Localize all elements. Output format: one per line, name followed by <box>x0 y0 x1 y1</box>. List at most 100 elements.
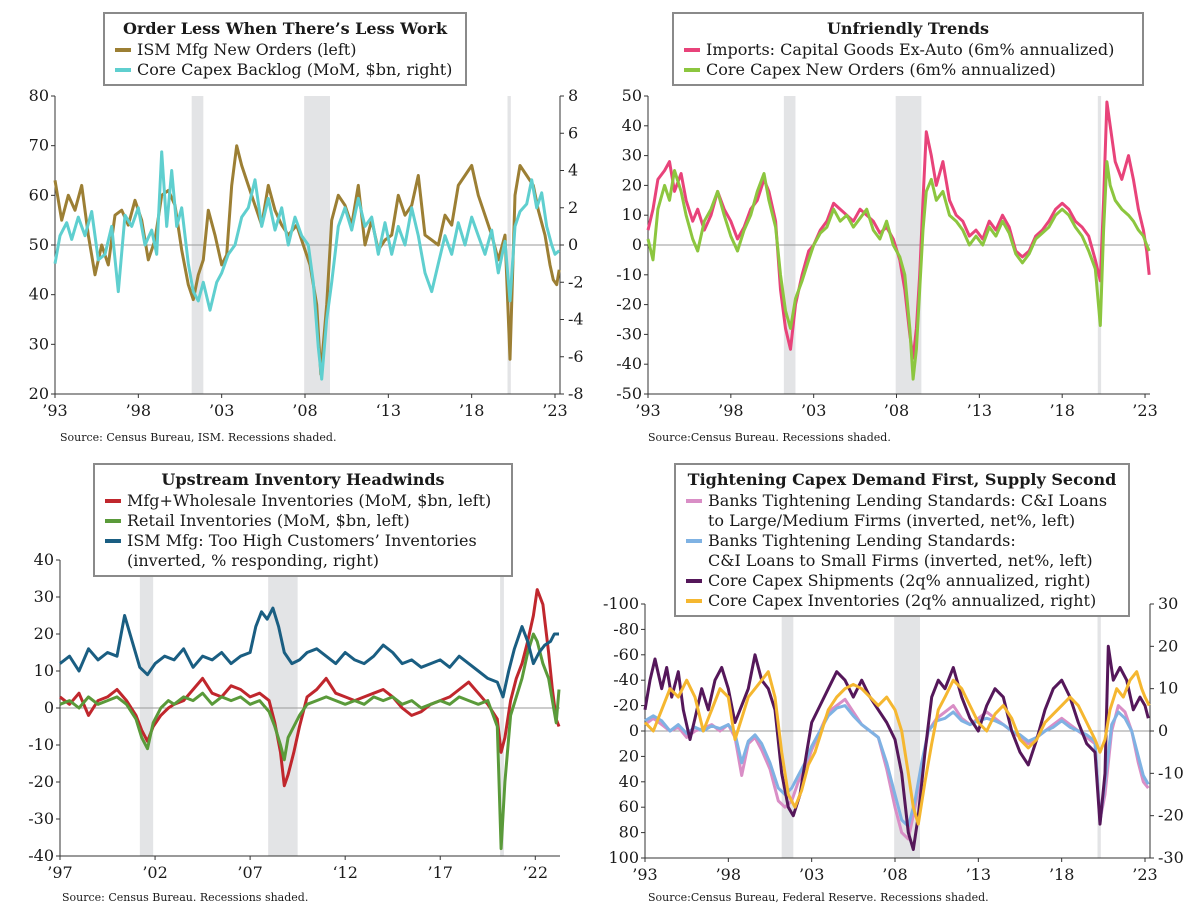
x-tick-label: ’98 <box>126 401 151 420</box>
y-tick-label-left: -20 <box>613 696 639 715</box>
x-tick-label: ’98 <box>718 401 743 420</box>
y-tick-label-left: -60 <box>613 645 639 664</box>
y-tick-label-left: 60 <box>29 185 49 204</box>
y-tick-label-left: 70 <box>29 136 49 155</box>
y-tick-label-left: 0 <box>632 235 642 254</box>
legend-label: ISM Mfg: Too High Customers’ Inventories… <box>127 531 477 570</box>
x-tick-label: ’23 <box>1132 401 1157 420</box>
y-tick-label-left: -10 <box>616 265 642 284</box>
y-tick-label-right: 8 <box>568 86 578 105</box>
chart-title: Unfriendly Trends <box>826 19 990 38</box>
chart-panel-2: -50 -40 -30 -20 -10 0 10 20 30 40 50 ’93 ’98 ’03 ’08 ’1… <box>616 86 1158 420</box>
y-tick-label-right: 2 <box>568 198 578 217</box>
y-tick-label-left: -30 <box>28 809 54 828</box>
legend-label: Core Capex Backlog (MoM, $bn, right) <box>137 60 453 79</box>
legend-label: Core Capex Shipments (2q% annualized, ri… <box>708 571 1091 590</box>
x-tick-label: ’17 <box>428 863 453 882</box>
legend-swatch <box>686 579 702 583</box>
legend-order-less: Order Less When There’s Less Work ISM Mf… <box>103 12 467 86</box>
legend-swatch <box>686 539 702 543</box>
legend-unfriendly-trends: Unfriendly Trends Imports: Capital Goods… <box>672 12 1144 86</box>
legend-item-mfg-wholesale: Mfg+Wholesale Inventories (MoM, $bn, lef… <box>105 491 501 511</box>
y-tick-label-right: 6 <box>568 123 578 142</box>
x-tick-label: ’18 <box>1049 401 1074 420</box>
series-line <box>646 160 1151 381</box>
legend-swatch <box>684 68 700 72</box>
x-tick-label: ’18 <box>1049 865 1074 884</box>
legend-label: Banks Tightening Lending Standards: C&I … <box>708 491 1108 530</box>
y-tick-label-left: 40 <box>619 772 639 791</box>
y-tick-label-left: 30 <box>34 587 54 606</box>
x-tick-label: ’18 <box>459 401 484 420</box>
y-tick-label-right: -10 <box>1158 763 1184 782</box>
legend-swatch <box>686 599 702 603</box>
y-tick-label-left: 100 <box>608 848 639 867</box>
chart-title: Tightening Capex Demand First, Supply Se… <box>687 470 1117 489</box>
legend-item-ism-customers-inventories: ISM Mfg: Too High Customers’ Inventories… <box>105 531 501 571</box>
legend-item-capex-inventories: Core Capex Inventories (2q% annualized, … <box>686 591 1118 611</box>
legend-label: Core Capex New Orders (6m% annualized) <box>706 60 1056 79</box>
legend-upstream-inventory: Upstream Inventory Headwinds Mfg+Wholesa… <box>93 463 513 577</box>
x-tick-label: ’03 <box>801 401 826 420</box>
legend-swatch <box>105 519 121 523</box>
legend-label: Retail Inventories (MoM, $bn, left) <box>127 511 410 530</box>
chart-panel-3: -40 -30 -20 -10 0 10 20 30 40 ’97 ’02 ’07 ‘12 ’17 ’22 <box>28 550 561 882</box>
y-tick-label-left: 0 <box>44 698 54 717</box>
x-tick-label: ’97 <box>47 863 72 882</box>
legend-item-retail-inventories: Retail Inventories (MoM, $bn, left) <box>105 511 501 531</box>
y-tick-label-left: 20 <box>622 175 642 194</box>
y-tick-label-left: 20 <box>34 624 54 643</box>
legend-item-large-medium-firms: Banks Tightening Lending Standards: C&I … <box>686 491 1118 531</box>
y-tick-label-left: 10 <box>622 205 642 224</box>
y-tick-label-left: 30 <box>29 334 49 353</box>
y-tick-label-left: -80 <box>613 619 639 638</box>
chart-panel-1: 20 30 40 50 60 70 80 -8 -6 -4 -2 0 2 4 6 8 ’93 ’98 ’03 ’08 ‘… <box>29 86 584 420</box>
y-tick-label-right: -4 <box>568 310 584 329</box>
series-line <box>59 632 561 851</box>
x-tick-label: ‘13 <box>376 401 401 420</box>
y-tick-label-right: -30 <box>1158 848 1184 867</box>
y-tick-label-left: 80 <box>619 823 639 842</box>
y-tick-label-left: 10 <box>34 661 54 680</box>
y-tick-label-left: 60 <box>619 797 639 816</box>
y-tick-label-left: -10 <box>28 735 54 754</box>
y-tick-label-left: -20 <box>616 295 642 314</box>
y-tick-label-left: 50 <box>29 235 49 254</box>
y-tick-label-left: 40 <box>622 116 642 135</box>
x-tick-label: ’03 <box>799 865 824 884</box>
y-tick-label-right: 4 <box>568 161 578 180</box>
y-tick-label-left: -40 <box>28 846 54 865</box>
series-line <box>59 606 559 699</box>
series-line <box>643 644 1150 851</box>
legend-item-capex-new-orders: Core Capex New Orders (6m% annualized) <box>684 60 1132 80</box>
legend-swatch <box>686 499 702 503</box>
y-tick-label-left: -40 <box>616 354 642 373</box>
x-tick-label: ’93 <box>42 401 67 420</box>
y-tick-label-left: 50 <box>622 86 642 105</box>
x-tick-label: ’08 <box>882 865 907 884</box>
y-tick-label-left: 30 <box>622 146 642 165</box>
legend-swatch <box>105 499 121 503</box>
y-tick-label-left: 20 <box>619 746 639 765</box>
y-tick-label-left: -40 <box>613 670 639 689</box>
series-line <box>53 150 561 381</box>
x-tick-label: ‘12 <box>332 863 357 882</box>
y-tick-label-left: 40 <box>34 550 54 569</box>
legend-label: Mfg+Wholesale Inventories (MoM, $bn, lef… <box>127 491 492 510</box>
x-tick-label: ’93 <box>635 401 660 420</box>
legend-item-ism-new-orders: ISM Mfg New Orders (left) <box>115 40 455 60</box>
y-tick-label-left: -50 <box>616 384 642 403</box>
x-tick-label: ’08 <box>292 401 317 420</box>
y-tick-label-right: 0 <box>1158 721 1168 740</box>
legend-capex-demand: Tightening Capex Demand First, Supply Se… <box>674 463 1130 617</box>
x-tick-label: ’13 <box>967 401 992 420</box>
x-tick-label: ’23 <box>1132 865 1157 884</box>
legend-swatch <box>105 539 121 543</box>
x-tick-label: ’93 <box>632 865 657 884</box>
legend-item-imports-capital-goods: Imports: Capital Goods Ex-Auto (6m% annu… <box>684 40 1132 60</box>
x-tick-label: ’23 <box>542 401 567 420</box>
y-tick-label-right: -2 <box>568 272 584 291</box>
legend-item-capex-backlog: Core Capex Backlog (MoM, $bn, right) <box>115 60 455 80</box>
legend-label: Imports: Capital Goods Ex-Auto (6m% annu… <box>706 40 1115 59</box>
